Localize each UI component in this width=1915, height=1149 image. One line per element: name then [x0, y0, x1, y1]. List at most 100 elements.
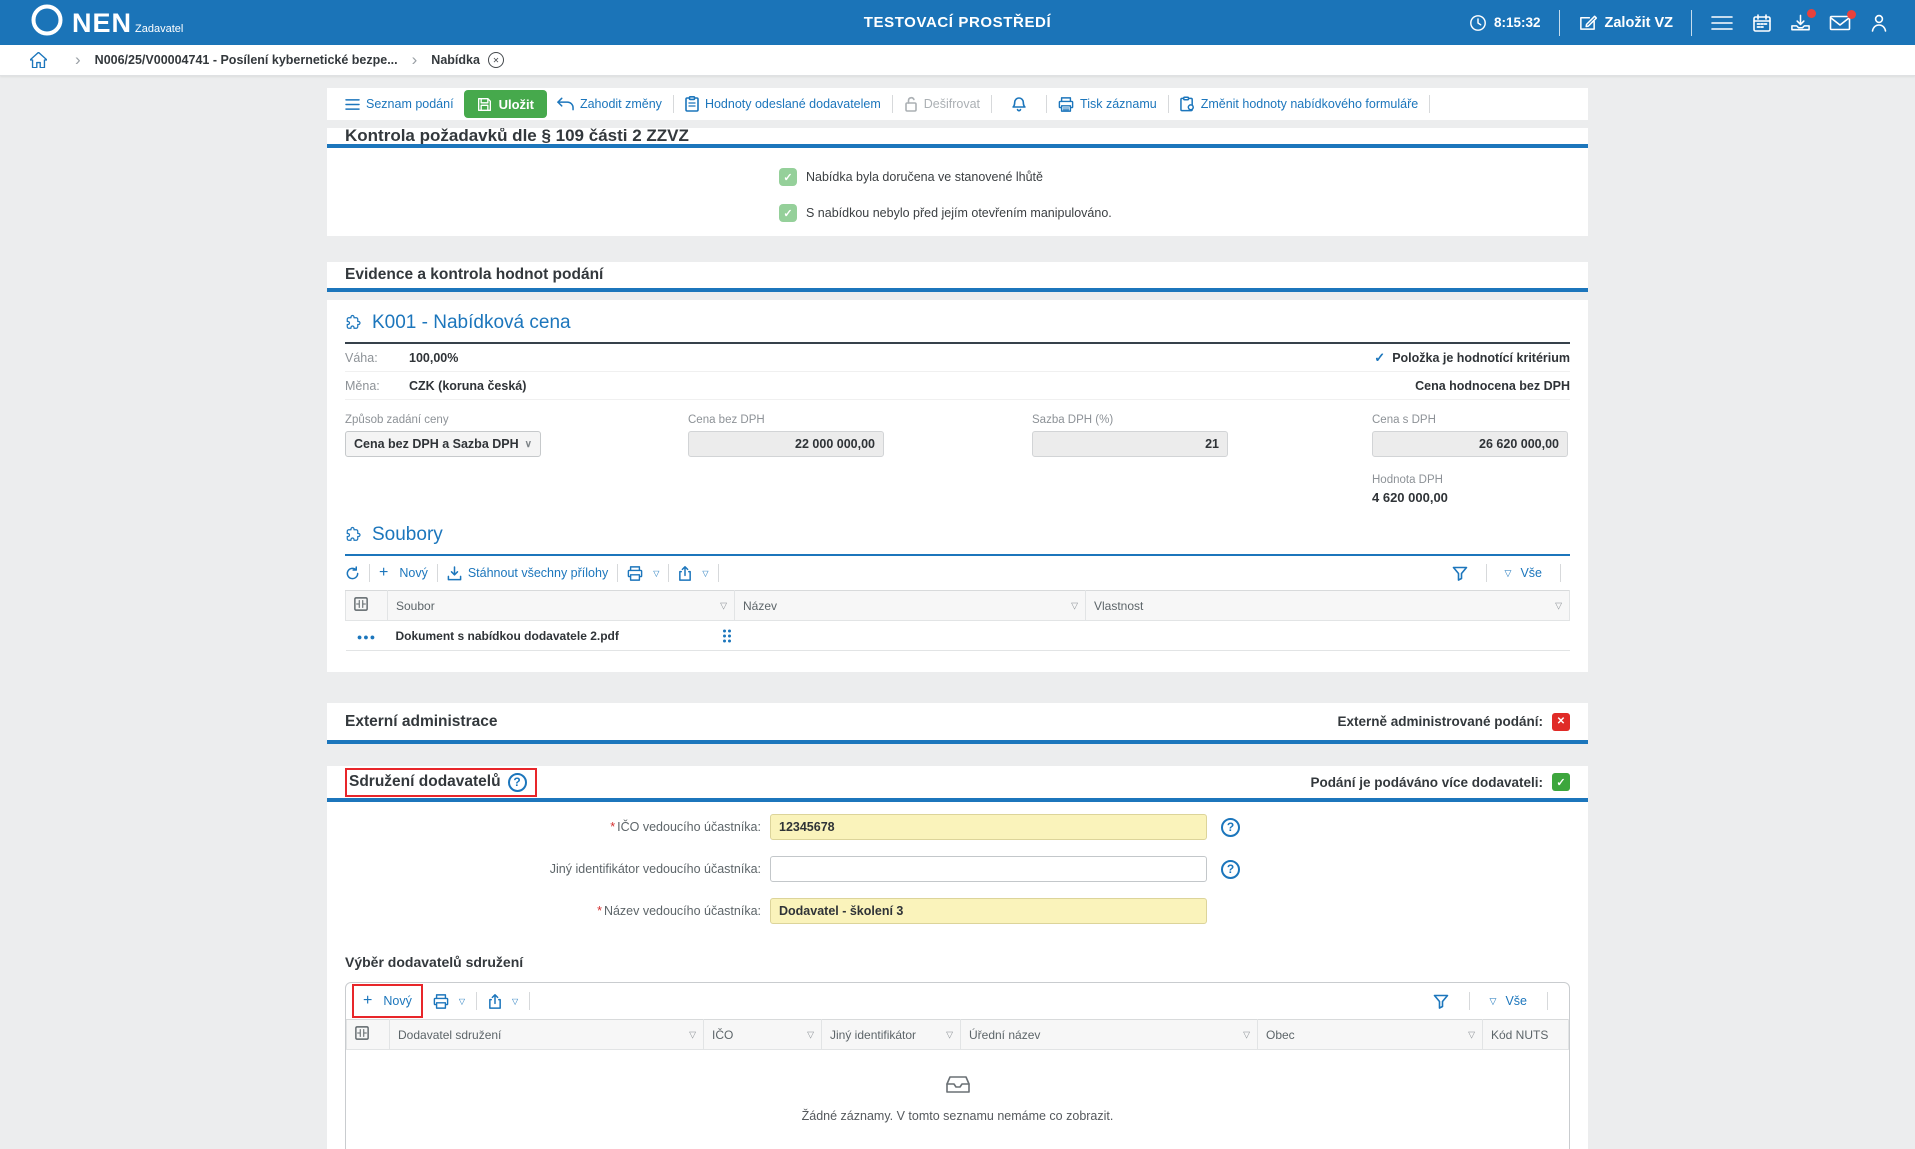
user-button[interactable] — [1869, 13, 1889, 33]
column-filter-icon[interactable]: ▽ — [1071, 600, 1078, 610]
divider — [529, 992, 531, 1010]
mail-button[interactable] — [1829, 9, 1856, 32]
row-actions-icon[interactable] — [722, 629, 731, 642]
column-header-jiny-identifikator[interactable]: Jiný identifikátor ▽ — [821, 1019, 961, 1050]
print-menu-button[interactable] — [627, 565, 659, 581]
supplier-values-button[interactable]: Hodnoty odeslané dodavatelem — [685, 96, 881, 112]
calendar-button[interactable] — [1752, 13, 1772, 33]
price-with-vat-input[interactable]: 26 620 000,00 — [1372, 431, 1568, 457]
column-header-kod-nuts[interactable]: Kód NUTS — [1482, 1019, 1569, 1050]
breadcrumb-separator — [398, 50, 432, 70]
breadcrumb-item-current[interactable]: Nabídka — [431, 53, 480, 67]
refresh-button[interactable] — [345, 565, 360, 581]
home-icon[interactable] — [30, 52, 47, 68]
kontrola-clipped-title: Kontrola požadavků dle § 109 části 2 ZZV… — [345, 128, 689, 144]
column-filter-icon[interactable]: ▽ — [946, 1029, 953, 1039]
column-header-vlastnost[interactable]: Vlastnost ▽ — [1085, 590, 1570, 621]
puzzle-icon — [345, 526, 363, 544]
divider — [1468, 992, 1470, 1010]
column-filter-icon[interactable]: ▽ — [1468, 1029, 1475, 1039]
column-filter-icon[interactable]: ▽ — [689, 1029, 696, 1039]
divider — [617, 564, 619, 582]
empty-tray-icon — [945, 1074, 971, 1094]
column-filter-icon[interactable]: ▽ — [1243, 1029, 1250, 1039]
other-id-input[interactable] — [770, 856, 1207, 882]
clipboard-gear-icon — [1179, 96, 1195, 112]
download-all-button[interactable]: Stáhnout všechny přílohy — [447, 565, 608, 581]
divider — [475, 992, 477, 1010]
export-menu-button[interactable] — [488, 993, 518, 1009]
new-file-button[interactable]: Nový — [379, 564, 427, 582]
columns-icon[interactable] — [354, 597, 368, 611]
divider — [672, 95, 674, 113]
vyber-panel: Nový — [345, 982, 1570, 1149]
vat-value-text: 4 620 000,00 — [1372, 490, 1448, 505]
inbox-button[interactable] — [1790, 8, 1816, 33]
soubory-toolbar: Nový Stáhnout všechny přílohy — [345, 556, 1570, 590]
new-supplier-button[interactable]: Nový — [363, 992, 411, 1010]
show-all-button[interactable]: Vše — [1505, 994, 1527, 1008]
notification-bell-button[interactable] — [1011, 96, 1027, 112]
column-header-ico[interactable]: IČO ▽ — [703, 1019, 822, 1050]
section-title: Sdružení dodavatelů — [349, 773, 501, 790]
funnel-icon[interactable] — [1452, 566, 1468, 581]
create-vz-button[interactable]: Založit VZ — [1578, 13, 1673, 32]
menu-button[interactable] — [1710, 13, 1734, 33]
divider — [668, 564, 670, 582]
column-header-dodavatel[interactable]: Dodavatel sdružení ▽ — [389, 1019, 704, 1050]
column-filter-icon[interactable]: ▽ — [720, 600, 727, 610]
breadcrumb-separator — [61, 50, 95, 70]
vat-rate-input[interactable]: 21 — [1032, 431, 1228, 457]
print-record-button[interactable]: Tisk záznamu — [1058, 96, 1157, 112]
column-filter-icon[interactable]: ▽ — [1555, 600, 1562, 610]
save-button[interactable]: Uložit — [463, 90, 547, 118]
price-no-vat-input[interactable]: 22 000 000,00 — [688, 431, 884, 457]
funnel-icon[interactable] — [1433, 994, 1449, 1009]
vyber-title: Výběr dodavatelů sdružení — [345, 954, 524, 970]
price-method-select[interactable]: Cena bez DPH a Sazba DPH ∨ — [345, 431, 541, 457]
print-menu-button[interactable] — [433, 993, 465, 1009]
notification-badge — [1847, 9, 1856, 19]
user-icon — [1869, 13, 1889, 33]
save-icon — [477, 97, 492, 112]
nen-logo[interactable]: NEN Zadavatel — [30, 3, 183, 43]
name-row: Název vedoucího účastníka: — [327, 898, 1588, 924]
environment-title: TESTOVACÍ PROSTŘEDÍ — [863, 14, 1052, 31]
price-method-field: Způsob zadání ceny Cena bez DPH a Sazba … — [345, 414, 541, 457]
help-icon[interactable]: ? — [1221, 817, 1240, 837]
close-icon[interactable] — [487, 52, 504, 68]
column-filter-icon[interactable]: ▽ — [807, 1029, 814, 1039]
row-menu-icon[interactable]: ●●● — [356, 631, 377, 642]
file-name[interactable]: Dokument s nabídkou dodavatele 2.pdf — [395, 628, 619, 643]
hamburger-icon — [1710, 13, 1734, 33]
file-vlastnost-cell — [1085, 620, 1570, 651]
empty-state-text: Žádné záznamy. V tomto seznamu nemáme co… — [801, 1109, 1114, 1123]
name-input[interactable] — [770, 898, 1207, 924]
status-check-icon[interactable] — [1552, 773, 1570, 791]
filter-arrow-icon[interactable]: ▽ — [1489, 995, 1497, 1006]
filter-arrow-icon[interactable]: ▽ — [1504, 567, 1512, 578]
table-row[interactable]: ●●● Dokument s nabídkou dodavatele 2.pdf — [345, 620, 1570, 651]
green-check-icon — [779, 168, 797, 186]
vyber-toolbar: Nový — [346, 983, 1569, 1019]
discard-changes-button[interactable]: Zahodit změny — [557, 97, 662, 111]
export-menu-button[interactable] — [678, 565, 708, 581]
columns-icon[interactable] — [355, 1026, 369, 1040]
status-x-icon[interactable] — [1552, 712, 1570, 731]
unlock-icon — [904, 96, 918, 112]
help-icon[interactable]: ? — [507, 772, 527, 792]
divider — [1429, 95, 1431, 113]
breadcrumb-item-procurement[interactable]: N006/25/V00004741 - Posílení kybernetick… — [94, 53, 398, 67]
column-header-nazev[interactable]: Název ▽ — [734, 590, 1086, 621]
section-rule — [327, 144, 1588, 148]
column-header-uredni-nazev[interactable]: Úřední název ▽ — [960, 1019, 1258, 1050]
chevron-down-icon: ∨ — [524, 438, 532, 450]
column-header-obec[interactable]: Obec ▽ — [1257, 1019, 1483, 1050]
column-header-soubor[interactable]: Soubor ▽ — [387, 590, 735, 621]
list-submissions-button[interactable]: Seznam podání — [345, 97, 454, 111]
show-all-button[interactable]: Vše — [1520, 566, 1542, 580]
change-form-values-button[interactable]: Změnit hodnoty nabídkového formuláře — [1179, 96, 1418, 112]
ico-input[interactable] — [770, 814, 1207, 840]
help-icon[interactable]: ? — [1221, 859, 1240, 879]
decrypt-button[interactable]: Dešifrovat — [904, 96, 980, 112]
